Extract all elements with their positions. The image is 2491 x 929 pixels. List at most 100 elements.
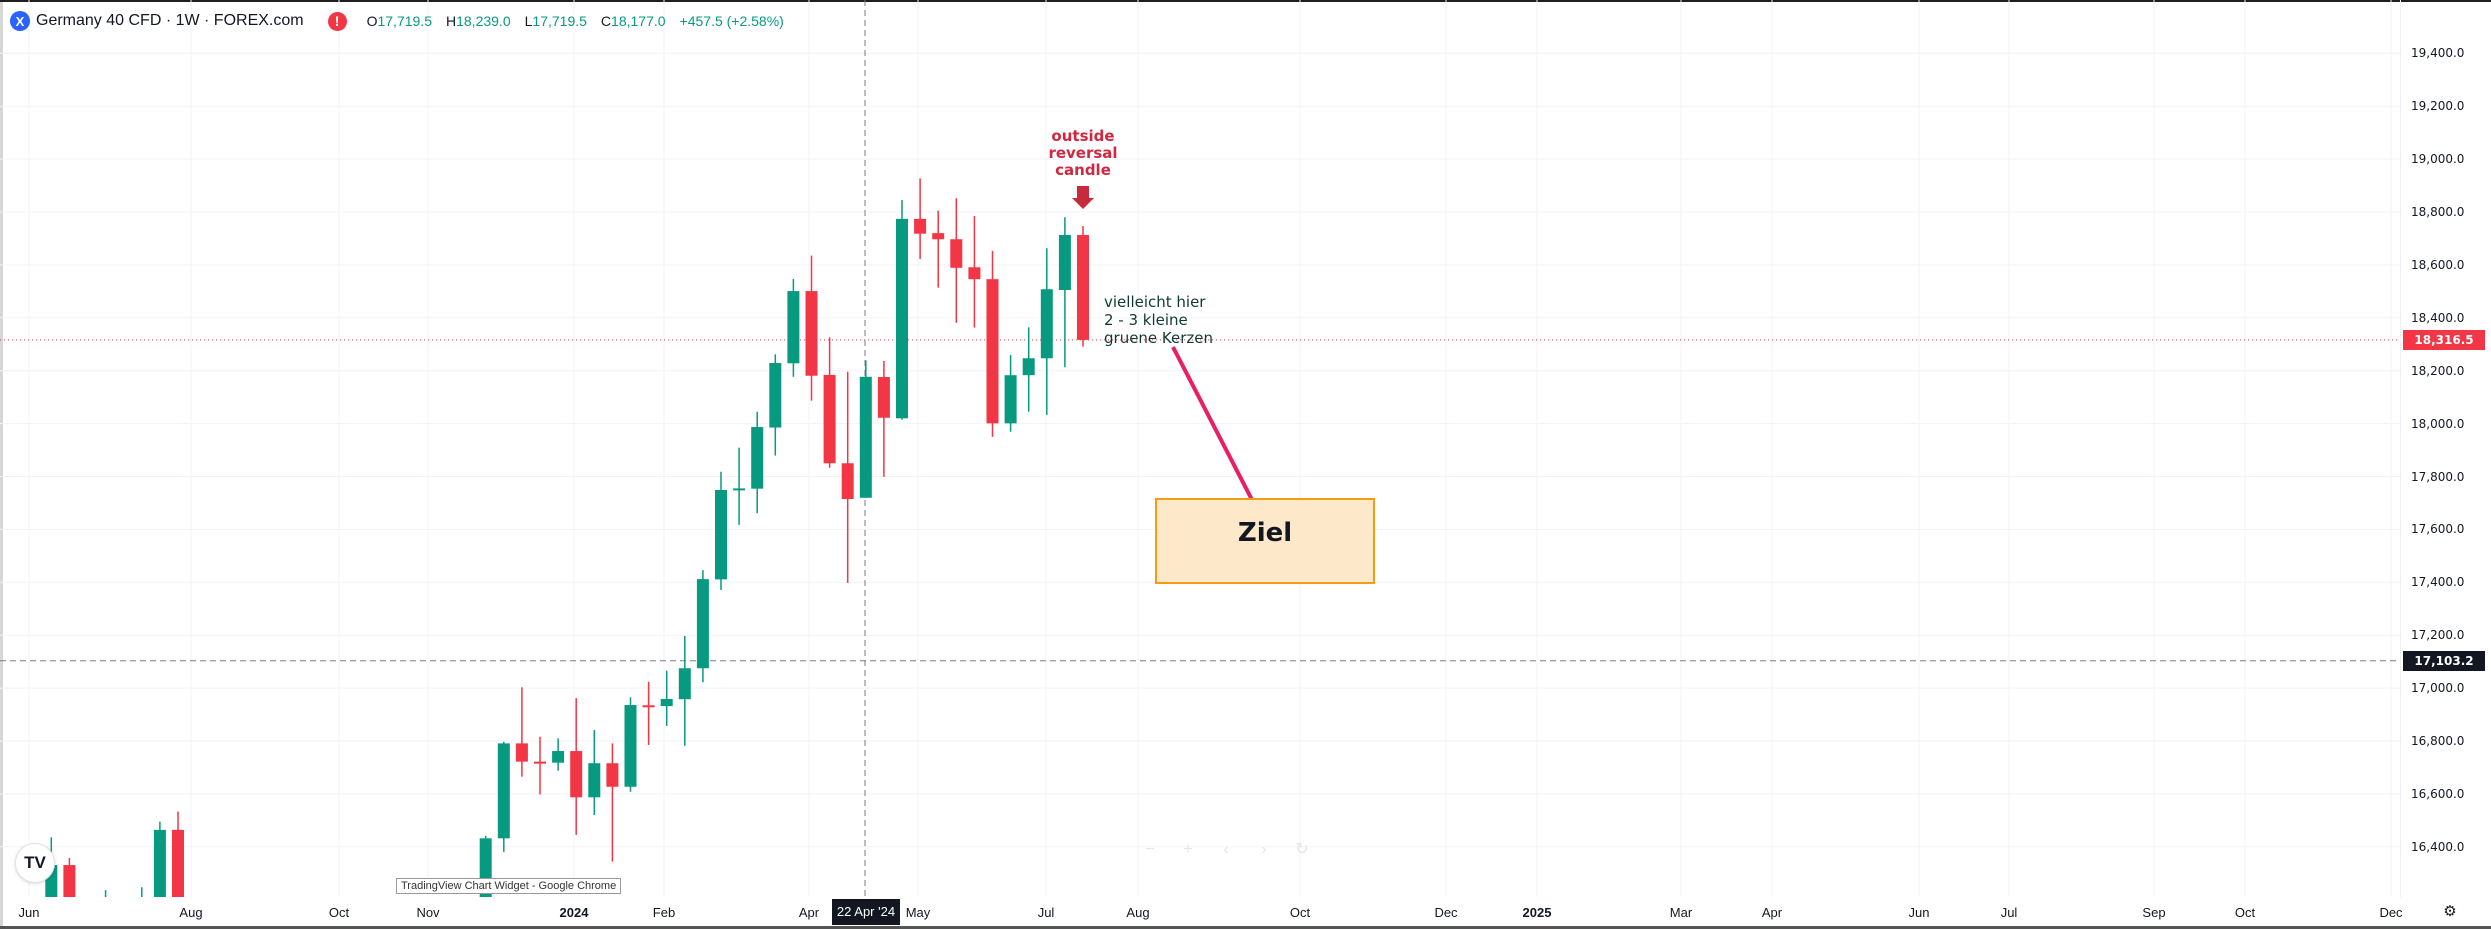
symbol-title[interactable]: Germany 40 CFD · 1W · FOREX.com — [36, 12, 304, 29]
settings-icon[interactable]: ⚙ — [2443, 903, 2457, 920]
candle-body — [769, 363, 782, 428]
window-tooltip: TradingView Chart Widget - Google Chrome — [396, 878, 622, 894]
candle-bullish — [769, 354, 782, 456]
time-label: May — [905, 905, 931, 920]
price-tick-label: 17,800.0 — [2411, 469, 2465, 484]
candle-bearish — [877, 360, 890, 477]
candle-bullish — [859, 360, 872, 498]
candles — [45, 178, 1089, 897]
candle-bearish — [932, 210, 945, 288]
candle-body — [986, 279, 999, 424]
scroll-left-button[interactable]: ‹ — [1223, 841, 1229, 858]
time-label: 2024 — [559, 905, 589, 920]
candle-bullish — [588, 729, 601, 816]
time-label: Apr — [1761, 905, 1783, 920]
zoom-in-button[interactable]: + — [1183, 841, 1193, 858]
candle-body — [570, 751, 583, 798]
candle-body — [1077, 235, 1089, 340]
candle-bullish — [715, 471, 727, 590]
crosshair-price-tag: 17,103.2 — [2403, 650, 2485, 671]
candle-body — [172, 829, 184, 897]
candle-body — [950, 239, 963, 268]
candle-bullish — [624, 697, 637, 792]
candle-bullish — [1022, 327, 1035, 412]
time-label: Mar — [1669, 905, 1693, 920]
candle-body — [153, 829, 166, 897]
price-tick-label: 17,200.0 — [2411, 628, 2465, 643]
time-label: Jun — [1908, 905, 1930, 920]
annotation-line: reversal — [1048, 144, 1118, 162]
candle-body — [534, 761, 546, 764]
price-tick-label: 17,600.0 — [2411, 522, 2465, 537]
candle-body — [552, 751, 565, 763]
tradingview-logo[interactable]: TV — [15, 843, 55, 883]
scroll-right-button[interactable]: › — [1261, 841, 1267, 858]
candle-bearish — [1077, 226, 1089, 347]
candle-body — [497, 743, 510, 839]
crosshair-date-tag: 22 Apr '24 — [832, 899, 900, 925]
candle-bearish — [172, 811, 184, 897]
candle-body — [877, 377, 890, 418]
zoom-out-button[interactable]: − — [1145, 841, 1155, 858]
warning-icon[interactable]: ! — [327, 11, 347, 31]
candle-bearish — [841, 371, 854, 583]
price-tick-label: 19,400.0 — [2411, 46, 2465, 61]
ohlc-low: L17,719.5 — [524, 13, 587, 29]
ohlc-high: H18,239.0 — [445, 13, 511, 29]
price-tick-label: 17,000.0 — [2411, 681, 2465, 696]
candle-body — [859, 376, 872, 498]
candlestick-chart[interactable] — [0, 0, 2400, 897]
time-label: Aug — [179, 905, 203, 920]
time-axis[interactable]: Dec Oct Sep Jul Jun Apr Mar 2025 Dec Oct Aug Jul May… — [0, 897, 2403, 927]
candle-bearish — [823, 337, 836, 468]
candle-bullish — [696, 570, 709, 683]
candle-body — [787, 291, 800, 364]
candle-bullish — [1004, 355, 1017, 432]
candle-body — [823, 374, 836, 464]
time-label: Sep — [2142, 905, 2166, 920]
candle-body — [515, 743, 528, 762]
time-label: Jun — [18, 905, 40, 920]
note-annotation[interactable]: vielleicht hier 2 - 3 kleine gruene Kerz… — [1104, 293, 1213, 347]
time-label: Apr — [798, 905, 820, 920]
price-tick-label: 18,400.0 — [2411, 310, 2465, 325]
candle-body — [841, 463, 854, 499]
candle-body — [1058, 235, 1071, 291]
candle-body — [968, 267, 981, 280]
candle-body — [660, 698, 673, 707]
candle-bearish — [570, 698, 583, 835]
price-tick-label: 18,600.0 — [2411, 257, 2465, 272]
price-tick-label: 16,400.0 — [2411, 839, 2465, 854]
ohlc-close: C18,177.0 — [600, 13, 666, 29]
price-lines — [0, 0, 2400, 897]
candle-bearish — [914, 178, 927, 260]
price-tick-label: 18,200.0 — [2411, 363, 2465, 378]
reversal-annotation[interactable]: outside reversal candle — [1033, 128, 1133, 179]
price-tick-label: 19,200.0 — [2411, 99, 2465, 114]
down-arrow-icon[interactable] — [1072, 186, 1094, 209]
time-label: Oct — [2234, 905, 2256, 920]
window-top-border — [0, 0, 2491, 2]
candle-bearish — [63, 857, 76, 897]
time-label: Nov — [416, 905, 440, 920]
grid — [0, 0, 2400, 897]
reset-chart-button[interactable]: ↻ — [1295, 841, 1309, 858]
time-label: Feb — [652, 905, 676, 920]
window-edge — [0, 0, 3, 929]
candle-body — [642, 705, 655, 708]
trend-line[interactable] — [1171, 346, 1267, 526]
time-label: Aug — [1126, 905, 1150, 920]
price-tick-label: 18,000.0 — [2411, 416, 2465, 431]
candle-body — [678, 668, 691, 700]
annotation-line: outside — [1051, 127, 1115, 145]
symbol-logo-icon: X — [10, 11, 30, 31]
price-axis[interactable]: 16,400.0 16,600.0 16,800.0 17,000.0 17,200.0… — [2400, 0, 2489, 897]
target-label: Ziel — [1237, 518, 1293, 548]
candle-bullish — [678, 635, 691, 746]
candle-bullish — [497, 741, 510, 852]
candle-body — [696, 579, 709, 669]
target-zone[interactable] — [1155, 498, 1375, 584]
taskbar-edge — [0, 926, 2491, 929]
candle-bullish — [787, 278, 800, 377]
candle-body — [1022, 358, 1035, 376]
